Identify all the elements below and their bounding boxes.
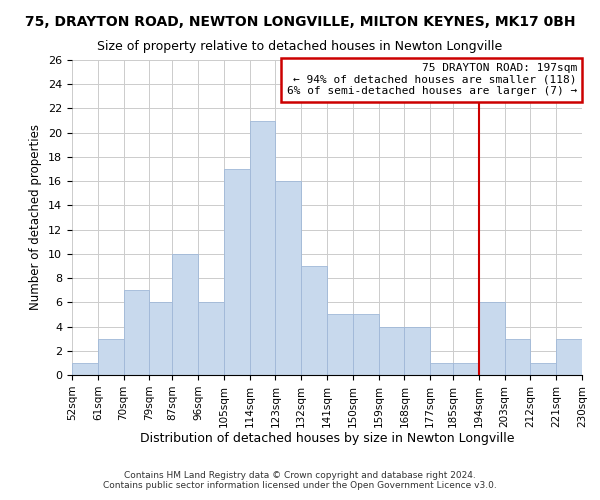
Text: Contains HM Land Registry data © Crown copyright and database right 2024.
Contai: Contains HM Land Registry data © Crown c… <box>103 470 497 490</box>
Bar <box>124 290 149 375</box>
Bar <box>453 363 479 375</box>
Bar <box>479 302 505 375</box>
Bar <box>198 302 224 375</box>
Bar <box>379 326 404 375</box>
Bar <box>404 326 430 375</box>
Bar <box>505 338 530 375</box>
Bar <box>250 120 275 375</box>
Bar <box>301 266 327 375</box>
X-axis label: Distribution of detached houses by size in Newton Longville: Distribution of detached houses by size … <box>140 432 514 446</box>
Bar <box>172 254 198 375</box>
Bar <box>530 363 556 375</box>
Bar <box>430 363 453 375</box>
Bar <box>556 338 582 375</box>
Bar <box>275 181 301 375</box>
Bar <box>72 363 98 375</box>
Bar <box>98 338 124 375</box>
Y-axis label: Number of detached properties: Number of detached properties <box>29 124 43 310</box>
Text: 75, DRAYTON ROAD, NEWTON LONGVILLE, MILTON KEYNES, MK17 0BH: 75, DRAYTON ROAD, NEWTON LONGVILLE, MILT… <box>25 15 575 29</box>
Text: Size of property relative to detached houses in Newton Longville: Size of property relative to detached ho… <box>97 40 503 53</box>
Bar <box>327 314 353 375</box>
Bar <box>224 169 250 375</box>
Bar <box>353 314 379 375</box>
Text: 75 DRAYTON ROAD: 197sqm
← 94% of detached houses are smaller (118)
6% of semi-de: 75 DRAYTON ROAD: 197sqm ← 94% of detache… <box>287 63 577 96</box>
Bar <box>149 302 172 375</box>
